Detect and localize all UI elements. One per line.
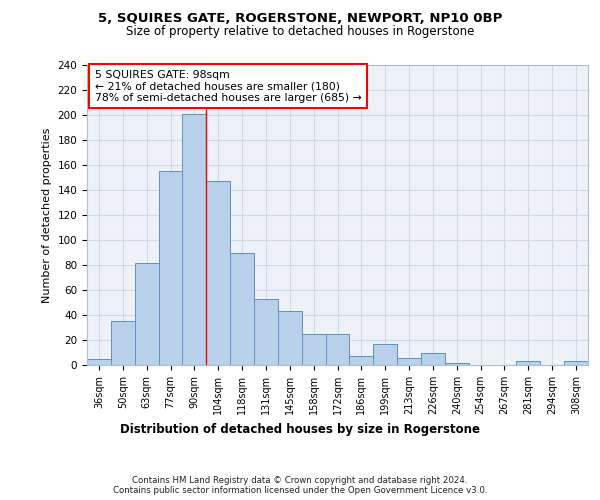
Bar xyxy=(135,262,158,365)
Text: 5 SQUIRES GATE: 98sqm
← 21% of detached houses are smaller (180)
78% of semi-det: 5 SQUIRES GATE: 98sqm ← 21% of detached … xyxy=(95,70,361,102)
Text: Contains public sector information licensed under the Open Government Licence v3: Contains public sector information licen… xyxy=(113,486,487,495)
Y-axis label: Number of detached properties: Number of detached properties xyxy=(42,128,52,302)
Text: Size of property relative to detached houses in Rogerstone: Size of property relative to detached ho… xyxy=(126,25,474,38)
Bar xyxy=(397,358,421,365)
Text: 5, SQUIRES GATE, ROGERSTONE, NEWPORT, NP10 0BP: 5, SQUIRES GATE, ROGERSTONE, NEWPORT, NP… xyxy=(98,12,502,26)
Bar xyxy=(87,359,111,365)
Bar xyxy=(111,322,135,365)
Text: Contains HM Land Registry data © Crown copyright and database right 2024.: Contains HM Land Registry data © Crown c… xyxy=(132,476,468,485)
Bar xyxy=(564,361,588,365)
Bar xyxy=(421,352,445,365)
Bar xyxy=(517,361,540,365)
Bar xyxy=(373,344,397,365)
Bar xyxy=(230,252,254,365)
Bar xyxy=(254,298,278,365)
Bar xyxy=(278,311,302,365)
Bar xyxy=(182,114,206,365)
Bar xyxy=(206,181,230,365)
Bar xyxy=(445,362,469,365)
Bar xyxy=(158,171,182,365)
Bar xyxy=(302,334,326,365)
Text: Distribution of detached houses by size in Rogerstone: Distribution of detached houses by size … xyxy=(120,422,480,436)
Bar xyxy=(326,334,349,365)
Bar xyxy=(349,356,373,365)
